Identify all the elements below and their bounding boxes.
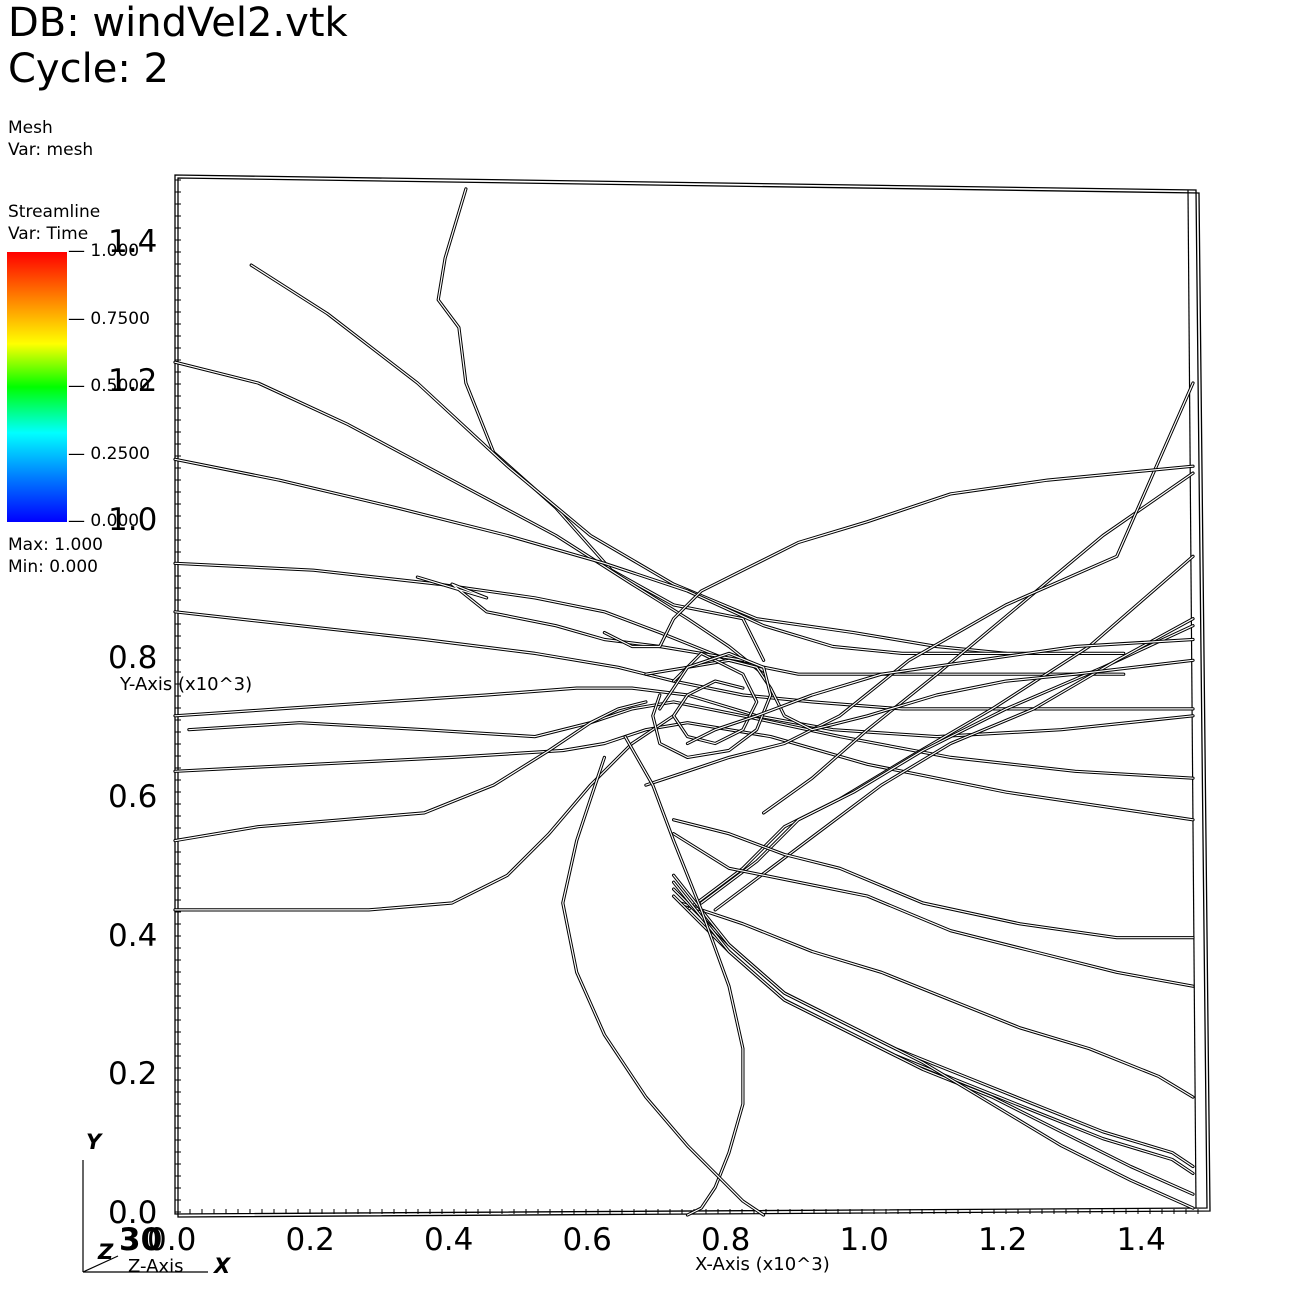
streamline-core-9 [188,701,1194,779]
streamline-core-29 [652,652,772,758]
streamline-core-16 [763,472,1194,814]
axis-triad [82,1160,208,1273]
streamline-legend-var: Var: Time [8,224,89,244]
streamline-31 [685,637,1195,746]
streamline-core-18 [673,819,1194,939]
x-tick-label: 0.6 [562,1222,612,1258]
streamline-group [173,187,1195,1217]
x-tick-label: 1.0 [839,1222,889,1258]
triad-x-label: X [214,1254,231,1278]
y-tick-label: 0.0 [108,1195,158,1231]
streamline-core-15 [714,618,1194,911]
streamline-core-22 [673,888,1194,1168]
y-axis-title: Y-Axis (x10^3) [120,674,253,695]
x-axis-title: X-Axis (x10^3) [695,1254,830,1275]
streamline-core-12 [174,715,675,911]
mesh-legend-title: Mesh [8,118,53,138]
colorbar [7,252,67,522]
colorbar-tick-label: — 1.000 [68,241,140,261]
streamline-core-8 [174,687,1194,738]
mesh-inner-edge [1187,189,1197,1209]
colorbar-tick-label: — 0.5000 [68,376,150,396]
y-tick-label: 0.6 [108,779,158,815]
streamline-11 [173,700,648,843]
streamline-core-3 [174,361,765,675]
streamline-core-31 [686,638,1194,745]
mesh-outline [174,174,1208,1215]
streamline-2 [249,263,1008,655]
y-tick-label: 1.4 [108,224,158,261]
triad-z-label: Z [98,1240,114,1264]
streamline-core-27 [645,659,1194,731]
streamline-core-26 [562,756,765,1216]
streamline-core-11 [174,701,647,842]
legend-min: Min: 0.000 [8,557,98,577]
streamline-core-10 [174,722,1194,821]
streamline-core-23 [673,881,1194,1195]
streamline-22 [672,887,1195,1169]
x-axis-minor-ticks [177,1209,1199,1214]
y-tick-label: 0.4 [108,917,158,954]
x-tick-label: 0.2 [285,1222,335,1258]
streamline-core-20 [679,902,1194,1098]
x-tick-label: 0.8 [701,1222,751,1258]
colorbar-tick-label: — 0.7500 [68,308,150,329]
streamline-core-25 [624,736,744,1216]
z-axis-title: Z-Axis [128,1256,184,1277]
triad-z-line [82,1255,119,1273]
y-tick-label: 0.2 [108,1056,158,1093]
streamline-core-17 [645,382,1194,786]
mesh-frame [174,174,1211,1218]
streamline-core-24 [673,874,1194,1209]
x-tick-label: 0.4 [424,1222,474,1258]
streamline-core-30 [603,465,1194,648]
streamline-18 [672,818,1195,940]
streamline-core-4 [174,458,1125,654]
streamline-27 [644,658,1195,732]
streamline-20 [678,901,1195,1099]
x-tick-label: 0.0 [147,1222,197,1258]
triad-y-label: Y [86,1130,102,1154]
streamline-26 [561,755,766,1217]
x-tick-label: 1.2 [978,1222,1028,1258]
colorbar-tick-label: — 0.2500 [68,443,150,464]
streamline-legend-title: Streamline [8,202,101,222]
streamline-core-2 [250,264,1007,654]
z-tick-label: 30 [119,1222,163,1258]
colorbar-tick-label: — 0.000 [68,511,140,531]
y-tick-label: 1.0 [108,501,158,538]
y-axis-minor-ticks [175,179,181,1213]
cycle-label: Cycle: 2 [8,46,169,92]
database-label: DB: windVel2.vtk [8,0,348,46]
streamline-30 [602,464,1195,649]
x-tick-label: 1.4 [1116,1222,1166,1258]
mesh-legend-var: Var: mesh [8,140,94,160]
streamline-23 [672,880,1195,1196]
streamline-core-19 [673,833,1194,987]
streamline-core-28 [673,652,758,745]
streamline-3 [173,360,766,676]
y-tick-label: 1.2 [108,363,158,399]
legend-max: Max: 1.000 [8,535,103,555]
y-tick-label: 0.8 [108,640,158,677]
mesh-outline [177,177,1211,1218]
